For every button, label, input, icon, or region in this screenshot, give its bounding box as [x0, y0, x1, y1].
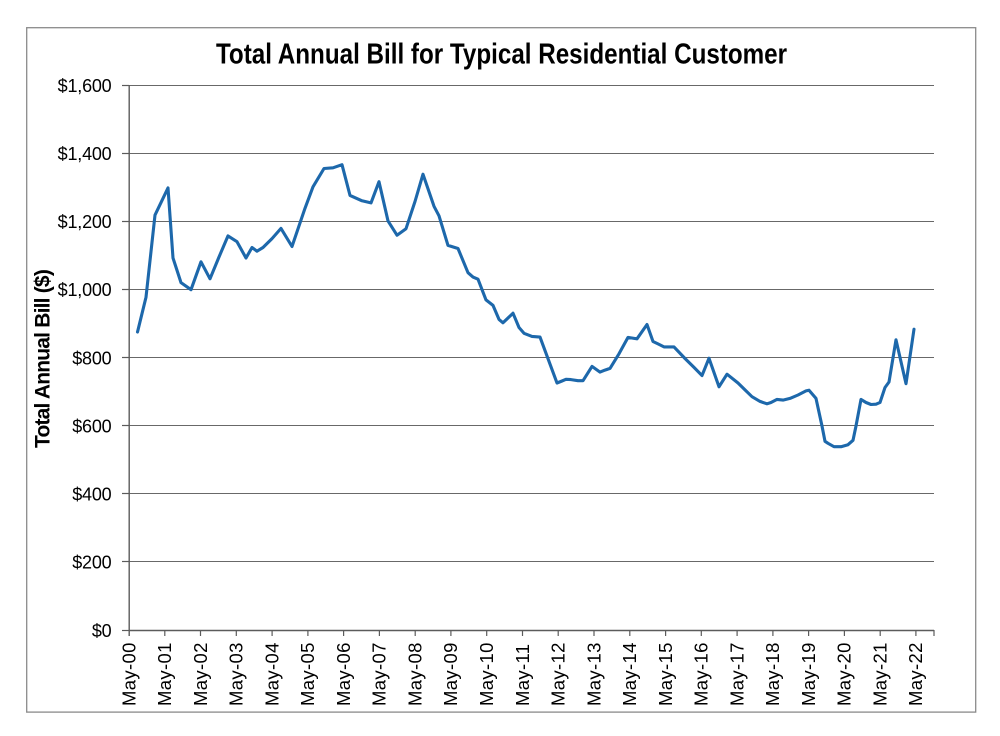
svg-text:May-10: May-10	[476, 642, 497, 706]
svg-text:May-16: May-16	[691, 642, 712, 706]
svg-text:May-06: May-06	[333, 642, 354, 706]
svg-text:May-11: May-11	[512, 644, 533, 706]
svg-text:$1,600: $1,600	[58, 76, 112, 96]
svg-text:May-17: May-17	[726, 642, 747, 706]
svg-text:May-04: May-04	[261, 642, 282, 706]
svg-text:$1,000: $1,000	[58, 280, 112, 300]
svg-text:$0: $0	[92, 621, 112, 641]
svg-text:May-13: May-13	[583, 642, 604, 706]
svg-text:$1,400: $1,400	[58, 144, 112, 164]
svg-text:May-02: May-02	[190, 642, 211, 706]
svg-text:May-12: May-12	[548, 642, 569, 706]
svg-text:May-08: May-08	[405, 642, 426, 706]
svg-text:May-00: May-00	[118, 642, 139, 706]
svg-text:May-21: May-21	[870, 642, 891, 706]
svg-text:May-20: May-20	[834, 642, 855, 706]
svg-text:$200: $200	[72, 553, 111, 573]
svg-text:May-03: May-03	[226, 642, 247, 706]
svg-text:$400: $400	[72, 485, 111, 505]
svg-text:May-01: May-01	[154, 642, 175, 706]
svg-text:May-22: May-22	[905, 642, 926, 706]
svg-text:May-19: May-19	[798, 642, 819, 706]
svg-text:May-09: May-09	[440, 642, 461, 706]
svg-text:May-18: May-18	[762, 642, 783, 706]
svg-text:May-07: May-07	[369, 642, 390, 706]
svg-text:May-05: May-05	[297, 642, 318, 706]
svg-text:$800: $800	[72, 348, 111, 368]
svg-text:$1,200: $1,200	[58, 212, 112, 232]
svg-text:Total Annual Bill ($): Total Annual Bill ($)	[32, 270, 55, 448]
svg-text:Total Annual Bill for Typical: Total Annual Bill for Typical Residentia…	[216, 38, 787, 71]
svg-text:$600: $600	[72, 416, 111, 436]
svg-text:May-15: May-15	[655, 642, 676, 706]
svg-text:May-14: May-14	[619, 642, 640, 706]
